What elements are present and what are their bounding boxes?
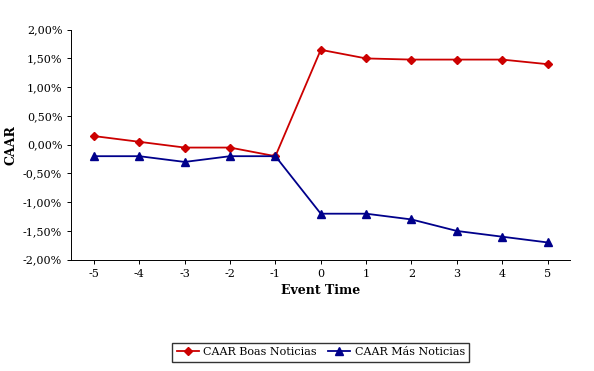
Legend: CAAR Boas Noticias, CAAR Más Noticias: CAAR Boas Noticias, CAAR Más Noticias [172,343,469,362]
Y-axis label: CAAR: CAAR [4,125,17,165]
X-axis label: Event Time: Event Time [281,284,361,297]
